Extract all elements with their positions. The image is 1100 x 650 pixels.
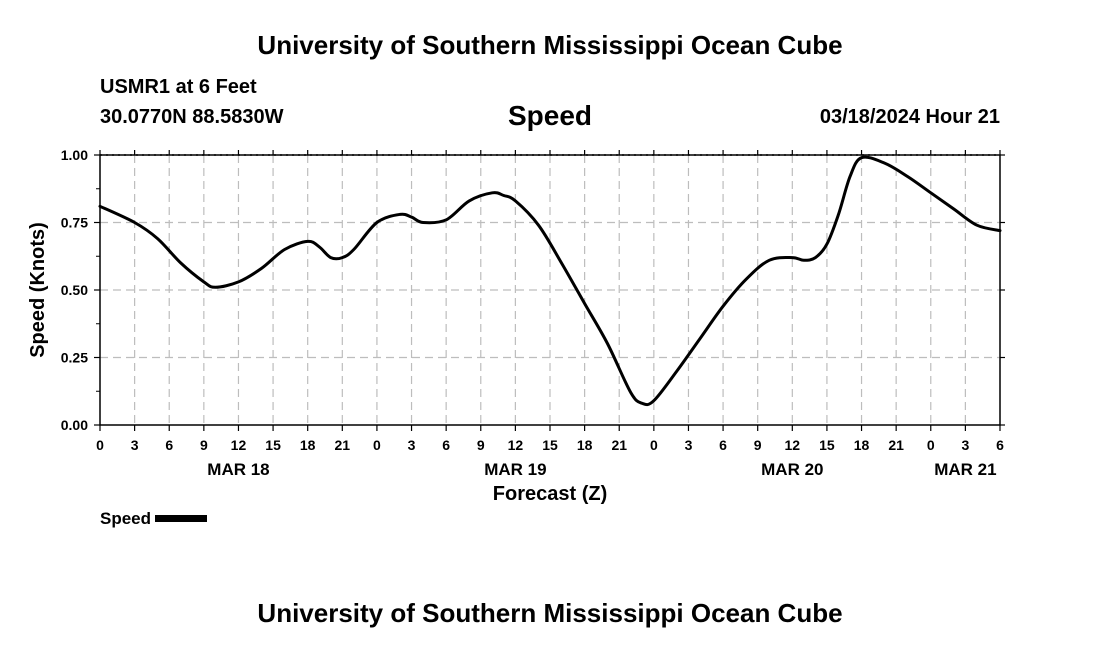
- x-tick-label: 15: [542, 437, 558, 453]
- x-tick-label: 12: [508, 437, 524, 453]
- x-tick-label: 18: [854, 437, 870, 453]
- x-tick-label: 3: [408, 437, 416, 453]
- y-tick-labels: 0.00 0.25 0.50 0.75 1.00: [61, 147, 88, 433]
- y-tick-label: 0.50: [61, 282, 88, 298]
- x-tick-label: 6: [442, 437, 450, 453]
- x-tick-label: 12: [785, 437, 801, 453]
- series-line-speed: [98, 155, 1002, 407]
- legend-swatch: [155, 515, 208, 523]
- x-tick-label: 3: [961, 437, 969, 453]
- x-tick-label: 6: [719, 437, 727, 453]
- station-coordinates: 30.0770N 88.5830W: [100, 106, 284, 128]
- page-title: University of Southern Mississippi Ocean…: [257, 30, 843, 60]
- x-tick-label: 6: [996, 437, 1004, 453]
- x-tick-label: 12: [231, 437, 247, 453]
- x-tick-label: 6: [165, 437, 173, 453]
- forecast-datetime: 03/18/2024 Hour 21: [819, 106, 1000, 128]
- x-tick-label: 3: [685, 437, 693, 453]
- series-group: [98, 155, 1002, 407]
- date-label: MAR 20: [761, 460, 823, 479]
- x-tick-label: 21: [335, 437, 351, 453]
- legend-label: Speed: [100, 509, 152, 528]
- x-tick-label: 15: [265, 437, 281, 453]
- x-tick-label: 18: [300, 437, 316, 453]
- x-tick-label: 0: [650, 437, 658, 453]
- footer-title: University of Southern Mississippi Ocean…: [257, 598, 843, 628]
- x-tick-label: 15: [819, 437, 835, 453]
- x-tick-label: 0: [927, 437, 935, 453]
- x-tick-label: 0: [373, 437, 381, 453]
- station-label: USMR1 at 6 Feet: [100, 76, 257, 98]
- axis-ticks: [94, 150, 1005, 431]
- date-label: MAR 21: [934, 460, 996, 479]
- x-axis-label: Forecast (Z): [493, 483, 607, 505]
- plot-frame: [99, 154, 1001, 426]
- date-label: MAR 19: [484, 460, 546, 479]
- legend: Speed: [100, 509, 208, 529]
- y-tick-label: 0.00: [61, 417, 88, 433]
- y-tick-label: 0.25: [61, 350, 88, 366]
- x-tick-label: 9: [754, 437, 762, 453]
- y-tick-label: 0.75: [61, 215, 88, 231]
- x-tick-label: 9: [477, 437, 485, 453]
- date-labels: MAR 18 MAR 19 MAR 20 MAR 21: [207, 460, 996, 479]
- x-tick-label: 21: [888, 437, 904, 453]
- chart-title: Speed: [507, 100, 593, 131]
- date-label: MAR 18: [207, 460, 269, 479]
- y-axis-label: Speed (Knots): [27, 222, 49, 358]
- grid-lines: [100, 154, 1000, 425]
- x-tick-label: 3: [131, 437, 139, 453]
- x-tick-label: 21: [611, 437, 627, 453]
- x-tick-label: 18: [577, 437, 593, 453]
- x-tick-label: 0: [96, 437, 104, 453]
- x-tick-label: 9: [200, 437, 208, 453]
- x-tick-labels: 0 3 6 9 12 15 18 21 0 3 6 9 12 15 18 21 0 3 6 9 12 15 18 21 0 3 6: [96, 437, 1004, 453]
- y-tick-label: 1.00: [61, 147, 88, 163]
